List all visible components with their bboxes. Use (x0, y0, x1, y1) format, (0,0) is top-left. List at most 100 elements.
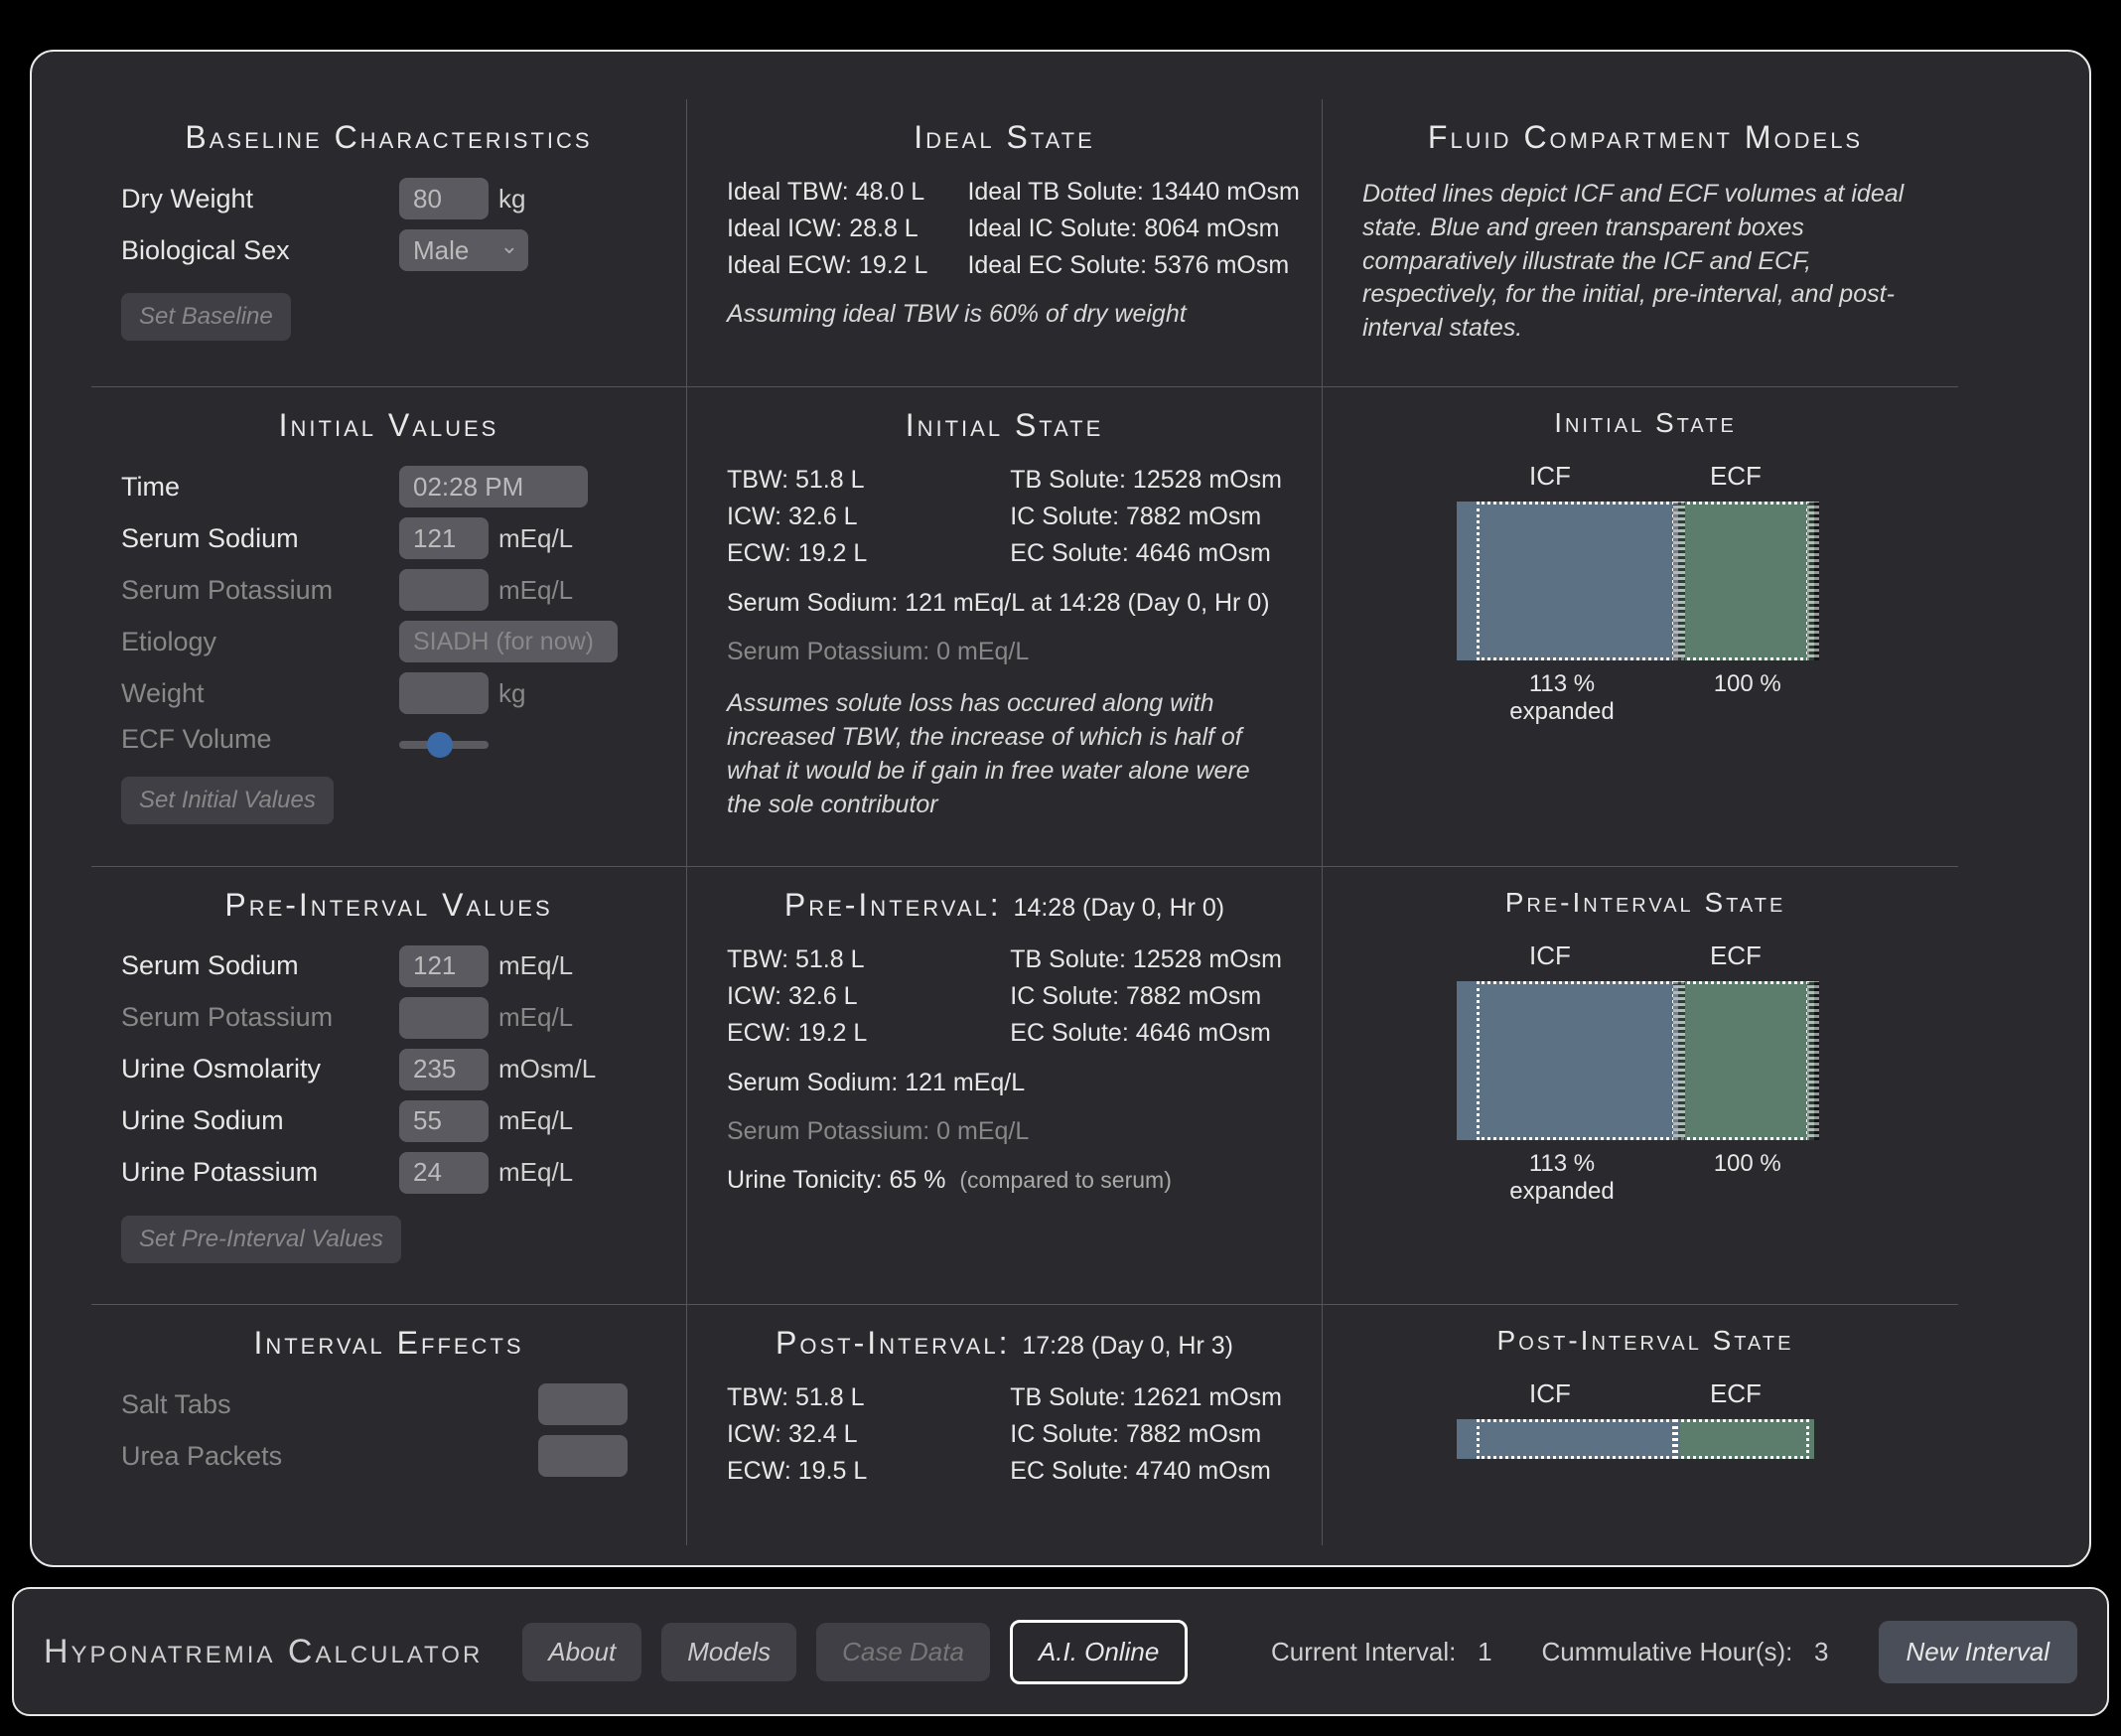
post-icf-label: ICF (1529, 1378, 1571, 1409)
new-interval-button[interactable]: New Interval (1879, 1621, 2078, 1683)
ideal-icf-outline (1477, 502, 1675, 660)
etiology-select[interactable]: SIADH (for now) (399, 621, 618, 662)
time-label: Time (121, 472, 399, 503)
pre-title-prefix: Pre-Interval: (784, 887, 1002, 923)
uosm-input[interactable] (399, 1049, 489, 1090)
initial-state-title: Initial State (727, 407, 1282, 444)
pre-ic-sol: IC Solute: 7882 mOsm (1010, 982, 1282, 1011)
init-note: Assumes solute loss has occured along wi… (727, 687, 1282, 821)
post-ecw: ECW: 19.5 L (727, 1457, 970, 1486)
init-ic-sol: IC Solute: 7882 mOsm (1010, 503, 1282, 531)
pre-k-input[interactable] (399, 997, 489, 1039)
pre-diagram-section: Pre-Interval State ICF ECF 113 % (1323, 867, 1958, 1306)
cur-int-value: 1 (1478, 1637, 1491, 1666)
set-initial-button[interactable]: Set Initial Values (121, 777, 334, 824)
ideal-icw: Ideal ICW: 28.8 L (727, 215, 927, 243)
pre-urine-ton-note: (compared to serum) (959, 1167, 1171, 1193)
icf-label: ICF (1529, 461, 1571, 492)
pre-k-label: Serum Potassium (121, 1002, 399, 1033)
post-diagram-section: Post-Interval State ICF ECF (1323, 1305, 1958, 1545)
models-title: Fluid Compartment Models (1362, 119, 1928, 156)
ideal-state-section: Ideal State Ideal TBW: 48.0 L Ideal TB S… (687, 99, 1323, 387)
ideal-title: Ideal State (727, 119, 1282, 156)
weight-unit: kg (498, 678, 525, 709)
baseline-title: Baseline Characteristics (121, 119, 656, 156)
pre-ec-sol: EC Solute: 4646 mOsm (1010, 1019, 1282, 1048)
ideal-ecf-outline (1675, 502, 1809, 660)
set-baseline-button[interactable]: Set Baseline (121, 293, 291, 341)
uosm-unit: mOsm/L (498, 1054, 596, 1085)
initial-values-title: Initial Values (121, 407, 656, 444)
post-ideal-ecf-outline (1675, 1419, 1809, 1459)
post-diagram-title: Post-Interval State (1362, 1325, 1928, 1357)
pre-ecf-pct: 100 % (1714, 1150, 1781, 1178)
weight-label: Weight (121, 678, 399, 709)
serum-k-input[interactable] (399, 569, 489, 611)
models-button[interactable]: Models (661, 1623, 796, 1681)
case-data-button[interactable]: Case Data (816, 1623, 990, 1681)
set-pre-button[interactable]: Set Pre-Interval Values (121, 1216, 401, 1263)
pre-urine-ton-val: Urine Tonicity: 65 % (727, 1166, 945, 1194)
etiology-label: Etiology (121, 627, 399, 657)
cur-int-label: Current Interval: (1271, 1637, 1456, 1666)
ecf-volume-slider[interactable] (399, 741, 489, 749)
about-button[interactable]: About (522, 1623, 641, 1681)
weight-input[interactable] (399, 672, 489, 714)
una-unit: mEq/L (498, 1105, 573, 1136)
init-serum-na: Serum Sodium: 121 mEq/L at 14:28 (Day 0,… (727, 586, 1282, 621)
serum-k-label: Serum Potassium (121, 575, 399, 606)
ideal-ic-sol: Ideal IC Solute: 8064 mOsm (967, 215, 1299, 243)
una-input[interactable] (399, 1100, 489, 1142)
dry-weight-input[interactable] (399, 178, 489, 219)
urea-label: Urea Packets (121, 1441, 538, 1472)
pre-icf-label: ICF (1529, 940, 1571, 971)
main-panel: Baseline Characteristics Dry Weight kg B… (30, 50, 2091, 1567)
post-icw: ICW: 32.4 L (727, 1420, 970, 1449)
ideal-tbw: Ideal TBW: 48.0 L (727, 178, 927, 207)
serum-na-input[interactable] (399, 517, 489, 559)
salt-tabs-label: Salt Tabs (121, 1389, 538, 1420)
post-ecf-label: ECF (1710, 1378, 1762, 1409)
pre-state-title: Pre-Interval: 14:28 (Day 0, Hr 0) (727, 887, 1282, 924)
models-header-section: Fluid Compartment Models Dotted lines de… (1323, 99, 1958, 387)
uosm-label: Urine Osmolarity (121, 1054, 399, 1085)
ecf-volume-label: ECF Volume (121, 724, 399, 755)
init-tb-sol: TB Solute: 12528 mOsm (1010, 466, 1282, 495)
post-ideal-icf-outline (1477, 1419, 1675, 1459)
pre-na-input[interactable] (399, 945, 489, 987)
hatch-right-icon (1807, 502, 1819, 660)
post-tb-sol: TB Solute: 12621 mOsm (1010, 1383, 1282, 1412)
slider-thumb-icon (427, 732, 453, 758)
cum-hr-value: 3 (1814, 1637, 1828, 1666)
init-tbw: TBW: 51.8 L (727, 466, 970, 495)
icf-pct: 113 % (1509, 670, 1614, 698)
pre-ecf-label: ECF (1710, 940, 1762, 971)
uk-unit: mEq/L (498, 1157, 573, 1188)
uk-label: Urine Potassium (121, 1157, 399, 1188)
icf-note: expanded (1509, 698, 1614, 726)
initial-state-section: Initial State TBW: 51.8 L TB Solute: 125… (687, 387, 1323, 867)
pre-na-unit: mEq/L (498, 950, 573, 981)
init-ecw: ECW: 19.2 L (727, 539, 970, 568)
post-ec-sol: EC Solute: 4740 mOsm (1010, 1457, 1282, 1486)
app-title: Hyponatremia Calculator (44, 1633, 483, 1671)
pre-urine-ton: Urine Tonicity: 65 % (compared to serum) (727, 1163, 1282, 1198)
ecf-label: ECF (1710, 461, 1762, 492)
salt-tabs-input[interactable] (538, 1383, 628, 1425)
pre-tbw: TBW: 51.8 L (727, 945, 970, 974)
uk-input[interactable] (399, 1152, 489, 1194)
sex-select[interactable]: Male (399, 229, 528, 271)
ai-online-button[interactable]: A.I. Online (1010, 1620, 1188, 1684)
current-interval-status: Current Interval: 1 (1271, 1637, 1492, 1667)
time-input[interactable] (399, 466, 588, 507)
initial-diagram: ICF ECF 113 % expanded (1362, 461, 1928, 726)
pre-icf-pct: 113 % (1509, 1150, 1614, 1178)
pre-hatch-right-icon (1807, 981, 1819, 1140)
initial-values-section: Initial Values Time Serum Sodium mEq/L S… (91, 387, 687, 867)
urea-input[interactable] (538, 1435, 628, 1477)
dry-weight-label: Dry Weight (121, 184, 399, 215)
post-ic-sol: IC Solute: 7882 mOsm (1010, 1420, 1282, 1449)
post-state-title: Post-Interval: 17:28 (Day 0, Hr 3) (727, 1325, 1282, 1362)
post-tbw: TBW: 51.8 L (727, 1383, 970, 1412)
ideal-note: Assuming ideal TBW is 60% of dry weight (727, 298, 1282, 332)
